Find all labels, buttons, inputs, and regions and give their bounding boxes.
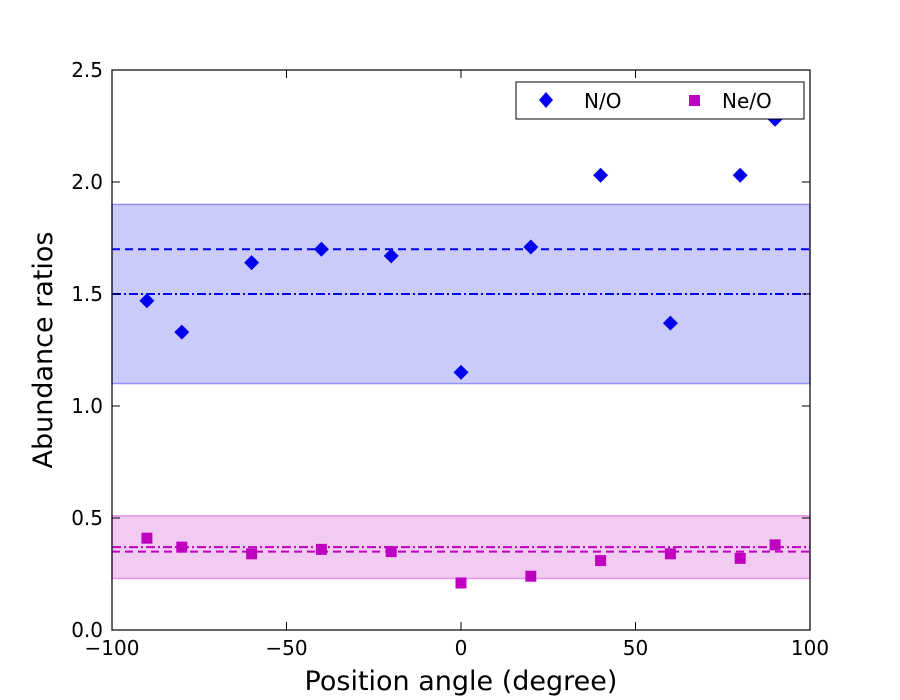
neo-point (455, 577, 467, 589)
no-point (662, 315, 678, 331)
x-axis-label: Position angle (degree) (305, 666, 618, 697)
no-point (174, 324, 190, 340)
no-point (593, 167, 609, 183)
no-point (732, 167, 748, 183)
neo-point (315, 543, 327, 555)
legend-label-neo: Ne/O (722, 89, 772, 113)
legend-marker-no (539, 92, 553, 108)
ticks-layer: −100 −50 0 50 100 0.0 0.5 1.0 1.5 2.0 2.5 (71, 58, 829, 660)
x-tick-label: −50 (265, 636, 307, 660)
neo-point (141, 532, 153, 544)
points-layer (139, 111, 783, 589)
no-point (139, 293, 155, 309)
no-point (523, 239, 539, 255)
y-tick-label: 0.5 (71, 506, 103, 530)
y-axis-label: Abundance ratios (28, 232, 59, 469)
legend-marker-neo (689, 95, 700, 106)
y-tick-label: 1.0 (71, 394, 103, 418)
y-tick-label: 0.0 (71, 618, 103, 642)
neo-point (525, 570, 537, 582)
y-tick-label: 2.0 (71, 170, 103, 194)
neo-point (664, 548, 676, 560)
x-tick-label: −100 (85, 636, 140, 660)
neo-point (595, 555, 607, 567)
y-tick-label: 2.5 (71, 58, 103, 82)
neo-point (769, 539, 781, 551)
x-tick-label: 0 (455, 636, 468, 660)
x-tick-label: 50 (623, 636, 648, 660)
neo-point (734, 552, 746, 564)
x-tick-label: 100 (791, 636, 829, 660)
no-point (383, 248, 399, 264)
y-tick-label: 1.5 (71, 282, 103, 306)
no-point (313, 241, 329, 257)
neo-point (176, 541, 188, 553)
neo-point (246, 548, 258, 560)
legend: N/O Ne/O (515, 81, 805, 120)
no-point (453, 364, 469, 380)
bands-layer (111, 203, 811, 580)
neo-point (385, 546, 397, 558)
no-point (244, 255, 260, 271)
legend-frame (515, 81, 805, 120)
legend-label-no: N/O (584, 89, 621, 113)
reference-lines-layer (112, 248, 810, 553)
